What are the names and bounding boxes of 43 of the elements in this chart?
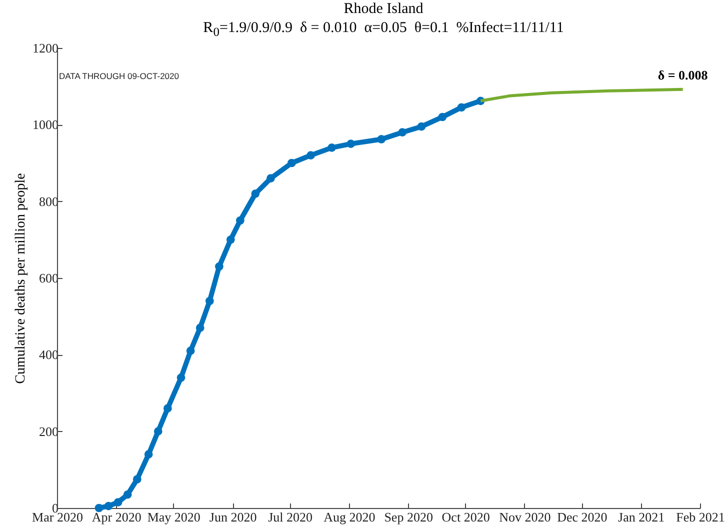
point	[438, 112, 447, 122]
annotation: δ = 0.008	[658, 67, 708, 82]
point	[205, 296, 214, 306]
point	[154, 427, 162, 436]
x-tick-label: Nov 2020	[499, 510, 551, 524]
annotation: DATA THROUGH 09-OCT-2020	[59, 71, 180, 81]
x-tick-label: Sep 2020	[384, 510, 433, 524]
point	[186, 346, 195, 356]
point	[104, 502, 113, 510]
point	[144, 450, 153, 459]
x-tick-label: Jun 2020	[209, 510, 257, 524]
point	[94, 504, 104, 512]
point	[306, 151, 315, 160]
point	[346, 140, 356, 148]
point	[288, 158, 296, 168]
point	[226, 235, 235, 244]
point	[123, 490, 132, 499]
x-tick-label: Aug 2020	[324, 510, 376, 524]
point	[236, 216, 244, 225]
chart-title: Rhode Island	[342, 0, 424, 19]
chart-subtitle: R$_{0}$=1.9/0.9/0.9 δ = 0.010 α=0.05 θ=0.1 %Infect=11/11/11	[202, 19, 565, 41]
point	[457, 103, 466, 112]
point	[132, 475, 142, 484]
point	[398, 128, 407, 137]
x-tick-label: Dec 2020	[557, 510, 608, 524]
x-tick-label: Feb 2021	[676, 510, 725, 524]
point	[328, 143, 336, 152]
point	[196, 324, 204, 332]
x-tick-label: Apr 2020	[92, 510, 142, 524]
point	[251, 189, 260, 198]
y-tick-label: 1200	[32, 40, 58, 56]
point	[215, 262, 224, 271]
point	[176, 373, 186, 382]
x-tick-label: Jan 2021	[618, 510, 665, 524]
y-axis-title: Cumulative deaths per million people	[14, 173, 28, 384]
x-tick-label: May 2020	[147, 510, 200, 524]
point	[163, 404, 172, 413]
point	[266, 174, 275, 183]
x-tick-label: Oct 2020	[442, 510, 490, 524]
point	[377, 135, 386, 144]
point	[417, 122, 426, 131]
point	[114, 498, 122, 506]
x-tick-label: Jul 2020	[268, 510, 312, 524]
